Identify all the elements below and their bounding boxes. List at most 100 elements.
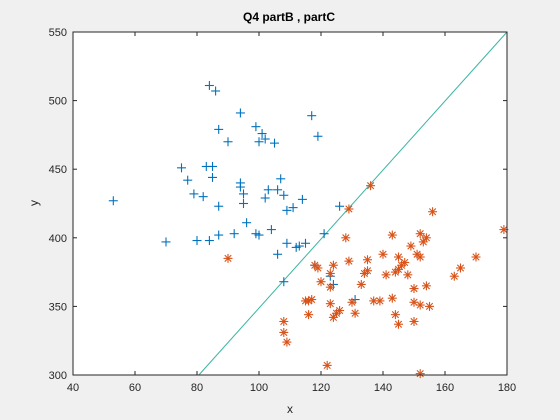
plus-marker-point	[270, 138, 279, 148]
plus-marker-point	[183, 175, 193, 185]
plus-marker-point	[335, 201, 345, 211]
plus-marker-point	[189, 189, 199, 199]
asterisk-marker-point	[356, 279, 366, 289]
plus-marker-point	[208, 161, 217, 171]
plus-marker-point	[161, 237, 171, 247]
asterisk-marker-point	[344, 204, 354, 214]
asterisk-marker-point	[403, 270, 413, 280]
y-tick-label: 450	[49, 164, 67, 176]
plus-marker-point	[254, 137, 264, 147]
asterisk-marker-point	[335, 306, 345, 316]
x-tick-label: 140	[374, 382, 392, 394]
plus-marker-point	[319, 229, 329, 239]
plot-area	[73, 32, 507, 375]
asterisk-marker-point	[428, 207, 438, 217]
plus-marker-point	[279, 190, 289, 200]
asterisk-marker-point	[325, 299, 335, 309]
asterisk-marker-point	[325, 268, 335, 278]
asterisk-marker-point	[409, 316, 419, 326]
plus-marker-point	[223, 137, 233, 147]
plus-marker-point	[251, 122, 261, 132]
asterisk-marker-point	[328, 260, 338, 270]
asterisk-marker-point	[378, 249, 388, 259]
plus-marker-point	[307, 111, 317, 121]
plus-marker-point	[214, 201, 224, 211]
asterisk-marker-point	[387, 230, 397, 240]
x-tick-label: 80	[191, 382, 203, 394]
asterisk-marker-point	[425, 301, 434, 311]
asterisk-marker-point	[350, 308, 360, 318]
x-tick-label: 40	[67, 382, 79, 394]
plus-marker-point	[260, 134, 270, 144]
plus-marker-point	[297, 194, 307, 204]
x-tick-label: 60	[129, 382, 141, 394]
plus-marker-point	[313, 131, 323, 141]
asterisk-marker-point	[421, 281, 431, 291]
plot-marks	[108, 31, 509, 379]
asterisk-marker-point	[449, 271, 459, 281]
chart-title: Q4 partB , partC	[243, 10, 335, 24]
y-tick-label: 550	[49, 27, 67, 39]
plus-marker-point	[273, 185, 283, 195]
asterisk-marker-point	[282, 337, 292, 347]
asterisk-marker-point	[394, 319, 403, 329]
plus-marker-point	[214, 124, 224, 134]
asterisk-marker-point	[363, 266, 372, 276]
plus-marker-point	[108, 196, 118, 206]
plus-marker-point	[235, 182, 245, 192]
plus-marker-point	[260, 193, 270, 203]
asterisk-marker-point	[456, 263, 465, 273]
asterisk-marker-point	[307, 295, 317, 305]
plus-marker-point	[282, 205, 292, 215]
asterisk-marker-point	[316, 277, 326, 287]
y-tick-label: 300	[49, 370, 67, 382]
asterisk-marker-point	[325, 282, 335, 292]
plus-marker-point	[229, 229, 239, 239]
plus-marker-point	[211, 86, 221, 96]
asterisk-marker-point	[409, 284, 419, 294]
asterisk-marker-point	[344, 256, 354, 266]
asterisk-marker-point	[409, 297, 419, 307]
asterisk-marker-point	[471, 252, 481, 262]
decision-boundary-line	[198, 31, 508, 376]
plus-marker-point	[288, 203, 298, 213]
asterisk-marker-point	[415, 229, 425, 239]
asterisk-marker-point	[390, 310, 400, 320]
y-tick-label: 400	[49, 233, 67, 245]
asterisk-marker-point	[421, 233, 431, 243]
plus-marker-point	[263, 185, 273, 195]
asterisk-marker-point	[381, 270, 391, 280]
asterisk-marker-point	[279, 316, 289, 326]
x-tick-label: 120	[312, 382, 330, 394]
plus-marker-point	[204, 236, 214, 246]
asterisk-marker-point	[223, 253, 233, 263]
plus-marker-point	[279, 277, 289, 287]
asterisk-marker-point	[387, 293, 397, 303]
axes-box	[72, 31, 508, 376]
plus-marker-point	[294, 241, 304, 251]
asterisk-marker-point	[347, 297, 357, 307]
plus-marker-point	[266, 225, 276, 235]
asterisk-marker-point	[341, 233, 351, 243]
plus-marker-point	[276, 174, 286, 184]
y-tick-label: 500	[49, 96, 67, 108]
plus-marker-point	[235, 108, 245, 118]
plus-marker-point	[192, 236, 202, 246]
plus-marker-point	[177, 163, 186, 173]
plus-marker-point	[242, 218, 252, 228]
asterisk-marker-point	[279, 327, 289, 337]
plus-marker-point	[257, 129, 267, 139]
asterisk-marker-point	[406, 241, 416, 251]
plus-marker-point	[239, 199, 248, 208]
y-axis-label: y	[27, 200, 41, 206]
asterisk-marker-point	[363, 255, 372, 265]
asterisk-marker-point	[400, 257, 410, 267]
asterisk-marker-point	[394, 252, 403, 262]
asterisk-marker-point	[322, 360, 332, 370]
axis-ticks: 40 60 80 100 120 140 160 180 300 350 400 450 500 550	[49, 27, 517, 394]
plus-marker-point	[301, 238, 310, 248]
asterisk-marker-point	[304, 310, 314, 320]
asterisk-marker-point	[415, 252, 425, 262]
asterisk-marker-point	[366, 181, 376, 191]
